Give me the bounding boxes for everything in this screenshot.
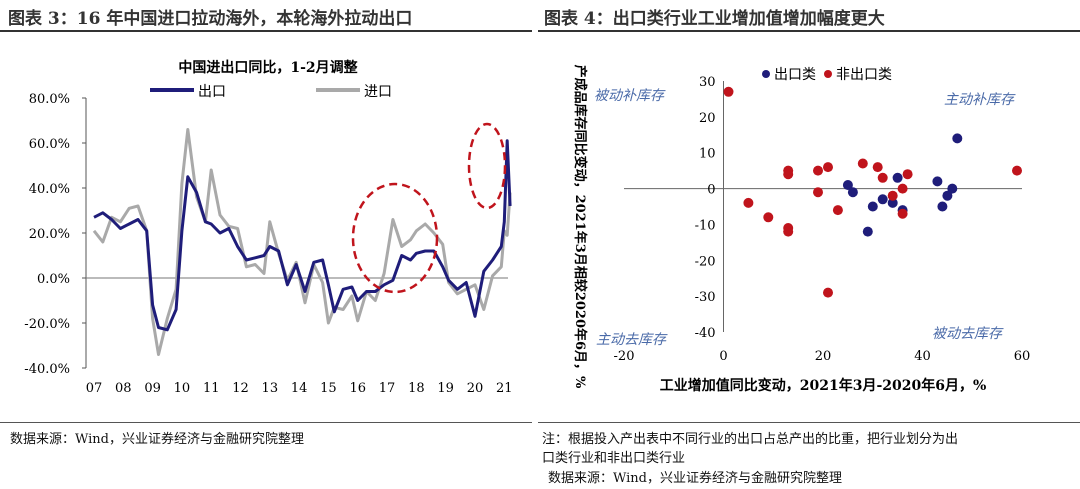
quadrant-label-top-right: 主动补库存 [944,92,1016,108]
left-title-rule [0,30,532,32]
quadrant-label-bottom-left: 主动去库存 [596,332,668,348]
export-industry-point [842,180,853,190]
right-note-line1: 注：根据投入产出表中不同行业的出口占总产出的比重，把行业划分为出 [542,432,959,447]
non-export-industry-point [763,212,774,223]
export-industry-point [952,133,963,144]
non-export-industry-point [857,158,868,169]
left-figure-title: 图表 3：16 年中国进口拉动海外，本轮海外拉动出口 [8,9,413,29]
non-export-industry-point [872,162,883,173]
legend-label: 非出口类 [836,67,892,83]
x-tick-label: 09 [144,381,161,396]
right-note-line2: 口类行业和非出口类行业 [542,451,686,466]
non-export-industry-point [813,165,823,176]
x-tick-label: 20 [815,349,832,364]
x-tick-label: 15 [320,381,337,396]
legend-marker [824,70,832,78]
x-tick-label: 10 [174,381,191,396]
non-export-industry-point [823,162,833,173]
chart-title: 中国进出口同比，1-2月调整 [178,59,358,76]
x-tick-label: 21 [496,381,513,396]
y-tick-label: -30 [695,290,716,305]
export-industry-point [847,187,858,198]
x-tick-label: 12 [232,381,249,396]
non-export-industry-point [897,208,908,219]
export-industry-point [942,190,953,201]
x-tick-label: 0 [719,349,727,364]
export-industry-point [887,197,898,208]
x-tick-label: 07 [86,381,103,396]
highlight-ellipse-2021 [467,122,507,210]
export-industry-point [937,201,948,212]
x-tick-label: 40 [914,349,931,364]
y-axis-title: 产成品库存同比变动，2021年3月相较2020年6月，% [572,65,588,389]
non-export-industry-point [1012,165,1022,176]
export-industry-point [862,226,873,237]
y-tick-label: 80.0% [29,92,70,107]
x-tick-label: -20 [614,349,635,364]
non-export-industry-point [823,287,833,298]
x-tick-label: 16 [349,381,366,396]
y-tick-label: 30 [699,75,716,90]
non-export-industry-point [902,169,913,180]
quadrant-label-top-left: 被动补库存 [594,88,666,104]
x-tick-label: 18 [408,381,425,396]
non-export-industry-point [783,165,794,176]
right-data-source: 数据来源：Wind，兴业证券经济与金融研究院整理 [548,471,842,486]
x-tick-label: 14 [291,381,308,396]
right-title-rule [538,30,1080,32]
right-footer-rule [538,422,1080,423]
y-tick-label: 10 [699,147,716,162]
y-tick-label: -40 [695,326,716,341]
export-industry-point [947,183,958,194]
legend-marker [762,70,770,78]
x-tick-label: 13 [262,381,279,396]
y-tick-label: -40.0% [24,362,70,377]
non-export-industry-point [743,197,754,208]
y-tick-label: -10 [695,218,716,233]
x-tick-label: 20 [467,381,484,396]
legend-label: 出口类 [774,67,816,83]
y-tick-label: 20.0% [29,227,70,242]
highlight-ellipse-2017-2018 [351,182,439,294]
x-tick-label: 08 [115,381,132,396]
export-series-line [93,139,512,332]
non-export-industry-point [783,226,794,237]
x-tick-label: 11 [203,381,220,396]
export-industry-point [877,194,888,205]
industry-scatter-chart: 30 20 10 0 -10 -20 -30 -40 -20 0 20 40 60 工业增加值同比变动，2… [572,65,1031,394]
x-tick-label: 19 [437,381,454,396]
y-tick-label: 40.0% [29,182,70,197]
y-tick-label: 0 [707,183,715,198]
x-axis-title: 工业增加值同比变动，2021年3月-2020年6月，% [660,377,987,394]
export-industry-point [867,201,878,212]
right-figure-title: 图表 4：出口类行业工业增加值增加幅度更大 [544,9,885,29]
y-tick-label: 60.0% [29,137,70,152]
non-export-industry-point [877,172,888,183]
x-tick-label: 17 [379,381,396,396]
export-industry-point [932,176,943,187]
legend-label: 进口 [364,84,392,100]
left-data-source: 数据来源：Wind，兴业证券经济与金融研究院整理 [10,432,304,447]
y-tick-label: -20 [695,254,716,269]
legend-label: 出口 [198,84,226,100]
x-tick-label: 60 [1014,349,1031,364]
export-industry-point [892,172,903,183]
left-footer-rule [0,422,532,423]
y-tick-label: -20.0% [24,317,70,332]
non-export-industry-point [897,183,908,194]
non-export-industry-point [832,205,843,216]
non-export-industry-point [813,187,823,198]
y-tick-label: 20 [699,111,716,126]
import-series-line [92,128,512,356]
non-export-industry-point [723,86,734,97]
quadrant-label-bottom-right: 被动去库存 [932,326,1004,342]
non-export-industry-point [887,190,898,201]
y-tick-label: 0.0% [37,272,70,287]
trade-yoy-line-chart: 中国进出口同比，1-2月调整 80.0% 60.0% 40.0% 20.0% 0.0% -2… [24,59,513,396]
